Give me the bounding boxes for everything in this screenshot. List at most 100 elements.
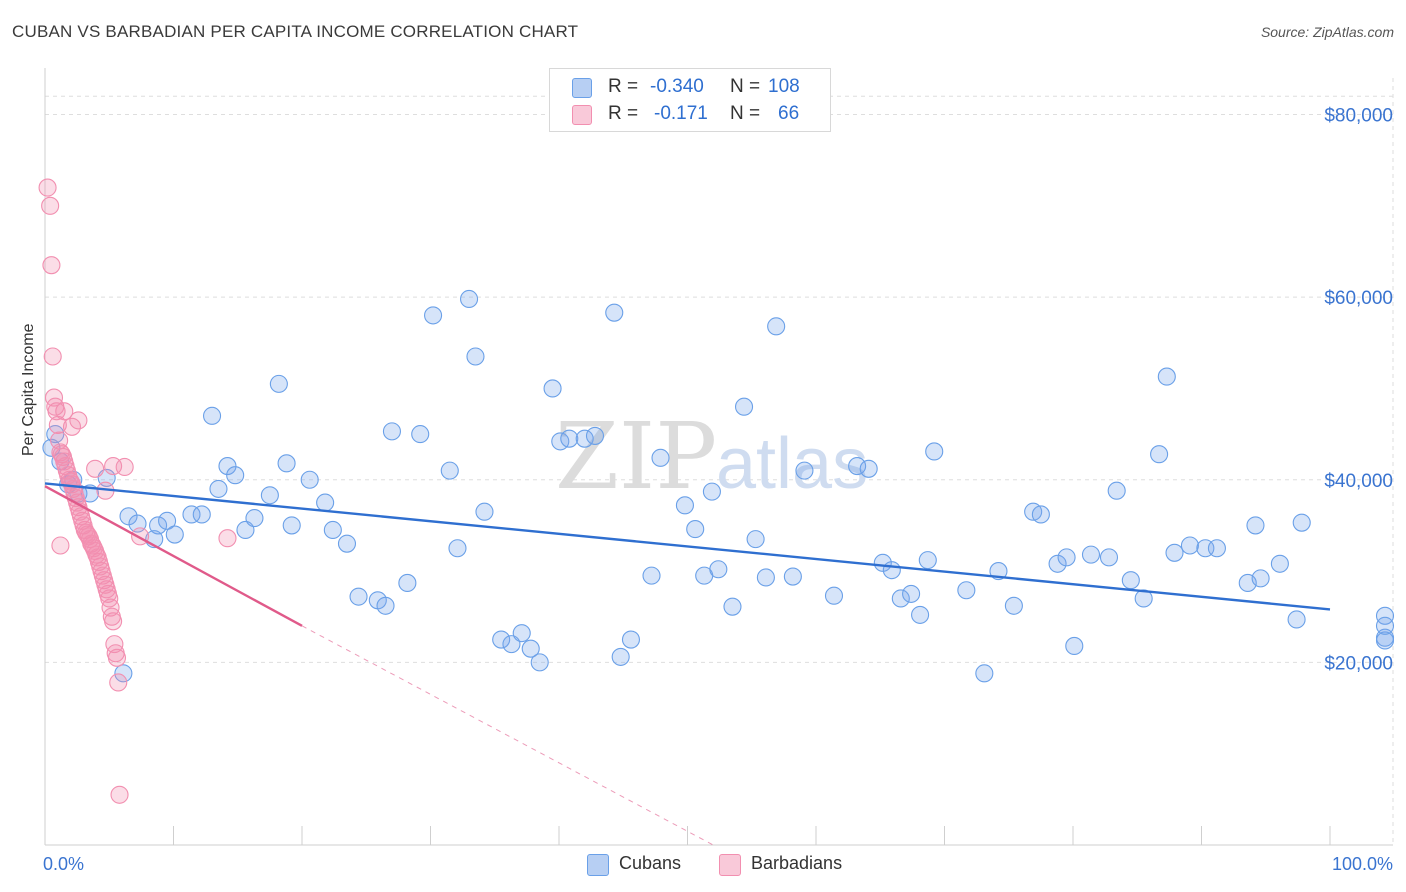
y-tick-label: $80,000: [1324, 106, 1393, 127]
watermark-zip: ZIP: [555, 403, 717, 510]
bottom-legend-swatch-barbadians: [719, 854, 741, 876]
cuban-point: [746, 530, 765, 549]
cuban-point: [114, 664, 133, 683]
cuban-point: [459, 289, 479, 309]
cuban-point: [158, 511, 177, 530]
cuban-point: [1292, 513, 1311, 532]
cuban-point: [723, 597, 742, 616]
cuban-point: [245, 509, 264, 528]
y-tick-label: $60,000: [1324, 288, 1393, 309]
cuban-point: [957, 581, 976, 600]
barbadian-point: [109, 673, 128, 692]
cuban-point: [882, 561, 901, 580]
barbadian-point: [44, 388, 64, 407]
legend-r-value: -0.171: [654, 103, 708, 124]
cuban-point: [492, 630, 511, 649]
cuban-point: [165, 525, 184, 544]
cuban-point: [1246, 516, 1265, 535]
cuban-point: [1157, 367, 1176, 386]
y-tick-label: $40,000: [1324, 471, 1393, 492]
barbadian-point: [105, 635, 124, 654]
cuban-point: [702, 482, 721, 501]
cuban-point: [382, 422, 402, 441]
cuban-point: [282, 516, 301, 535]
cuban-point: [300, 470, 319, 489]
axes: [44, 68, 1393, 846]
legend-r-label: R =: [608, 76, 639, 97]
cuban-point: [119, 507, 138, 526]
cuban-point: [824, 586, 844, 605]
cuban-point: [1065, 636, 1084, 655]
cuban-point: [424, 306, 443, 325]
cuban-point: [918, 551, 937, 570]
cuban-point: [675, 496, 694, 515]
y-tick-label: $20,000: [1324, 653, 1393, 674]
cuban-point: [1057, 548, 1076, 567]
cuban-point: [560, 429, 579, 448]
barbadian-point: [47, 402, 66, 421]
cuban-point: [411, 425, 430, 444]
cuban-point: [1165, 543, 1184, 562]
cuban-point: [1004, 596, 1023, 615]
cuban-point: [1150, 445, 1169, 464]
legend-n-value: 66: [778, 103, 800, 124]
cuban-point: [1375, 631, 1395, 650]
cuban-point: [1287, 610, 1306, 629]
barbadian-point: [42, 256, 61, 275]
barbadian-point: [218, 529, 237, 548]
barbadian-point: [107, 648, 127, 667]
barbadian-point: [55, 402, 74, 421]
cuban-point: [734, 397, 754, 416]
barbadian-trend-line: [44, 485, 303, 627]
cuban-point: [203, 406, 222, 425]
legend-row-cubans: R = -0.340 N = 108: [550, 74, 830, 100]
cuban-point: [149, 516, 168, 535]
x-tick-label: 0.0%: [43, 854, 84, 874]
cuban-point: [398, 573, 417, 592]
correlation-legend: R = -0.340 N = 108 R = -0.171 N = 66: [549, 68, 831, 132]
cuban-point: [1107, 481, 1126, 500]
cuban-point: [475, 502, 494, 521]
cuban-point: [269, 374, 288, 393]
cuban-trend-line: [44, 482, 1331, 611]
cuban-point: [1031, 505, 1050, 524]
bottom-legend-label-cubans: Cubans: [619, 853, 682, 873]
barbadian-point: [115, 457, 134, 477]
legend-n-label: N =: [730, 76, 761, 97]
cuban-point: [448, 539, 467, 558]
barbadian-point: [100, 589, 119, 608]
cuban-point: [611, 647, 630, 666]
cuban-point: [440, 461, 459, 480]
cuban-point: [575, 429, 594, 448]
tick-labels: $20,000 $40,000 $60,000 $80,000 0.0% 100.0%: [43, 106, 1393, 874]
cuban-point: [911, 605, 930, 624]
legend-n-label: N =: [730, 103, 761, 124]
legend-r-value: -0.340: [650, 76, 704, 97]
cuban-point: [783, 567, 802, 586]
legend-n-value: 108: [768, 76, 800, 97]
barbadian-point: [41, 196, 60, 215]
cuban-point: [1180, 536, 1199, 555]
cuban-point: [260, 486, 279, 505]
cuban-point: [530, 653, 549, 672]
barbadian-point: [62, 417, 82, 436]
cuban-point: [349, 587, 368, 606]
cuban-point: [337, 534, 357, 553]
watermark: ZIP atlas: [555, 403, 868, 510]
cuban-point: [512, 624, 531, 643]
cuban-point: [585, 426, 605, 445]
cuban-point: [466, 347, 485, 366]
barbadian-point: [110, 785, 129, 804]
cuban-point: [209, 479, 228, 498]
legend-swatch-cubans: [572, 78, 592, 98]
x-tick-label: 100.0%: [1332, 854, 1393, 874]
cuban-point: [848, 457, 867, 476]
legend-swatch-barbadians: [572, 105, 592, 125]
barbadian-point: [38, 178, 57, 197]
cuban-point: [1251, 569, 1270, 588]
cuban-point: [218, 457, 237, 476]
barbadian-trend-extension: [301, 625, 714, 846]
cuban-point: [605, 303, 624, 322]
barbadian-point: [43, 347, 62, 366]
